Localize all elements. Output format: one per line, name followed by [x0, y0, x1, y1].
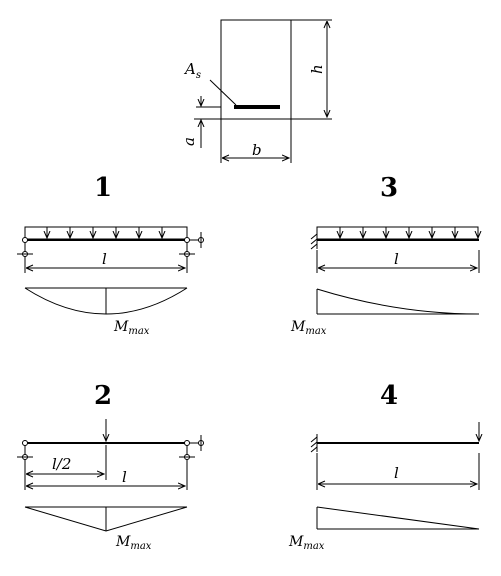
case-4-span-label: l [394, 464, 399, 482]
case-3-load-arrows [340, 227, 478, 238]
case-1-right-support [179, 232, 204, 257]
section-outline [220, 19, 292, 120]
case-4: 4 l Mmax [288, 381, 479, 552]
case-4-number: 4 [380, 381, 398, 411]
case-1-span-label: l [102, 250, 107, 268]
case-2-moment-label: Mmax [115, 534, 152, 552]
case-3-number: 3 [380, 173, 398, 203]
case-4-moment-triangle [316, 506, 480, 530]
case-2-half-span-label: l/2 [52, 455, 71, 473]
height-label: h [308, 64, 326, 74]
case-3-moment-label: Mmax [290, 319, 327, 337]
cover-label: a [180, 137, 198, 146]
cross-section: h b a As [180, 19, 332, 163]
case-3-load-block [316, 226, 479, 240]
case-2-span-label: l [122, 468, 127, 486]
case-2: 2 l/2 l Mmax [17, 381, 204, 552]
case-3-fixed-support [310, 231, 318, 250]
case-2-right-support [179, 435, 204, 460]
as-label: As [183, 60, 201, 81]
case-3-moment-curve [316, 288, 480, 315]
case-1-load-block [24, 226, 188, 240]
case-1-number: 1 [94, 173, 112, 203]
width-label: b [252, 141, 262, 159]
reinforcement-bar [234, 105, 280, 109]
case-2-number: 2 [94, 381, 112, 411]
case-1-load-arrows [47, 227, 162, 238]
as-leader [209, 79, 237, 106]
case-4-fixed-support [310, 434, 318, 453]
case-1-moment-label: Mmax [113, 319, 150, 337]
case-3: 3 l Mmax [290, 173, 479, 337]
case-3-span-label: l [394, 250, 399, 268]
case-4-moment-label: Mmax [288, 534, 325, 552]
case-1: 1 l [17, 173, 204, 337]
